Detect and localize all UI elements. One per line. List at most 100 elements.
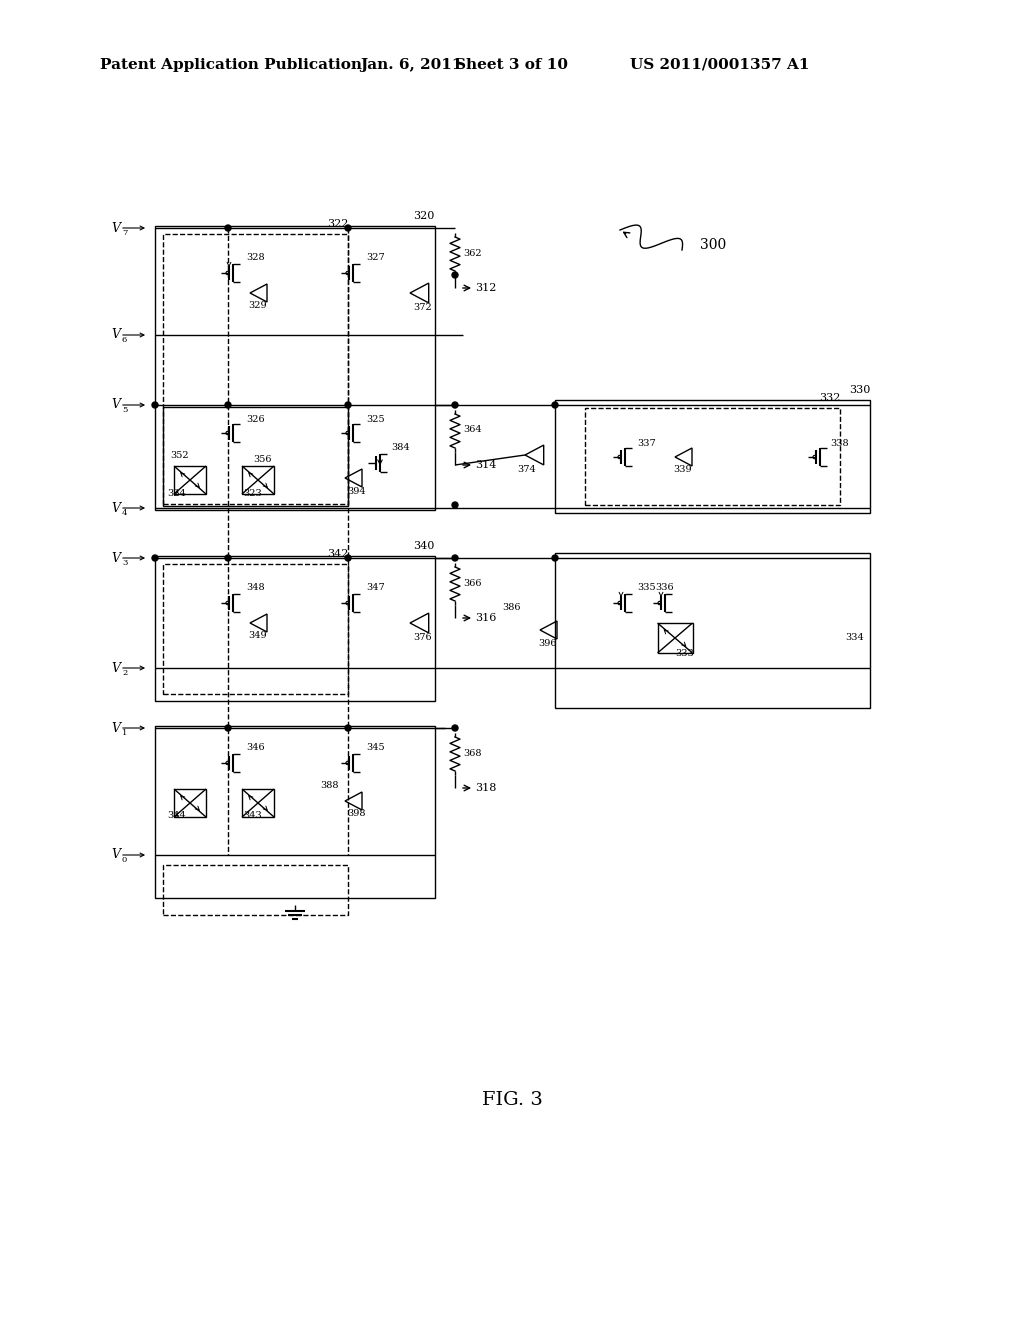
Text: 327: 327 xyxy=(366,253,385,263)
Text: 316: 316 xyxy=(475,612,497,623)
Text: V: V xyxy=(111,849,120,862)
Bar xyxy=(657,623,692,653)
Text: 338: 338 xyxy=(830,438,849,447)
Bar xyxy=(155,226,435,510)
Text: 340: 340 xyxy=(414,541,435,550)
Text: 332: 332 xyxy=(818,393,840,403)
Text: V: V xyxy=(111,502,120,515)
Text: 326: 326 xyxy=(246,416,264,425)
Text: 362: 362 xyxy=(463,248,481,257)
Text: 3: 3 xyxy=(122,558,127,568)
Circle shape xyxy=(225,725,231,731)
Text: V: V xyxy=(111,722,120,734)
Text: 324: 324 xyxy=(167,488,185,498)
Text: 342: 342 xyxy=(327,549,348,558)
Circle shape xyxy=(152,403,158,408)
Text: 398: 398 xyxy=(347,809,366,818)
Bar xyxy=(163,865,348,915)
Text: 349: 349 xyxy=(248,631,266,640)
Circle shape xyxy=(225,224,231,231)
Bar xyxy=(163,407,348,506)
Bar xyxy=(155,556,435,701)
Text: Patent Application Publication: Patent Application Publication xyxy=(100,58,362,73)
Text: 376: 376 xyxy=(413,634,432,643)
Text: 314: 314 xyxy=(475,459,497,470)
Text: 323: 323 xyxy=(243,488,262,498)
Text: 352: 352 xyxy=(170,450,188,459)
Bar xyxy=(163,564,348,694)
Text: FIG. 3: FIG. 3 xyxy=(481,1092,543,1109)
Text: 343: 343 xyxy=(243,812,262,821)
Text: 366: 366 xyxy=(463,578,481,587)
Text: 394: 394 xyxy=(347,487,366,495)
Bar xyxy=(174,466,206,494)
Text: 344: 344 xyxy=(167,812,185,821)
Circle shape xyxy=(225,403,231,408)
Circle shape xyxy=(452,272,458,279)
Bar xyxy=(585,408,840,506)
Text: US 2011/0001357 A1: US 2011/0001357 A1 xyxy=(630,58,810,73)
Text: 347: 347 xyxy=(366,583,385,593)
Text: 396: 396 xyxy=(538,639,556,648)
Circle shape xyxy=(345,725,351,731)
Circle shape xyxy=(152,554,158,561)
Text: 386: 386 xyxy=(502,603,520,612)
Text: V: V xyxy=(111,661,120,675)
Circle shape xyxy=(552,403,558,408)
Text: 2: 2 xyxy=(122,669,127,677)
Text: 335: 335 xyxy=(637,583,655,593)
Text: 5: 5 xyxy=(122,407,127,414)
Bar xyxy=(242,789,274,817)
Text: 339: 339 xyxy=(673,466,691,474)
Text: V: V xyxy=(111,552,120,565)
Circle shape xyxy=(345,554,351,561)
Circle shape xyxy=(452,725,458,731)
Text: 0: 0 xyxy=(122,855,127,865)
Text: V: V xyxy=(111,222,120,235)
Text: 336: 336 xyxy=(655,583,674,593)
Bar xyxy=(555,400,870,513)
Circle shape xyxy=(452,403,458,408)
Text: Jan. 6, 2011: Jan. 6, 2011 xyxy=(360,58,463,73)
Bar xyxy=(155,726,435,898)
Bar xyxy=(242,466,274,494)
Circle shape xyxy=(452,502,458,508)
Text: 374: 374 xyxy=(517,466,536,474)
Text: 329: 329 xyxy=(248,301,266,310)
Text: 372: 372 xyxy=(413,304,432,313)
Circle shape xyxy=(225,554,231,561)
Text: 325: 325 xyxy=(366,416,385,425)
Text: 318: 318 xyxy=(475,783,497,793)
Text: Sheet 3 of 10: Sheet 3 of 10 xyxy=(455,58,568,73)
Text: 1: 1 xyxy=(122,729,127,737)
Text: 6: 6 xyxy=(122,337,127,345)
Circle shape xyxy=(552,554,558,561)
Bar xyxy=(555,553,870,708)
Text: 348: 348 xyxy=(246,583,264,593)
Text: 384: 384 xyxy=(391,444,410,453)
Text: 322: 322 xyxy=(327,219,348,228)
Text: 4: 4 xyxy=(122,510,128,517)
Circle shape xyxy=(345,403,351,408)
Text: 333: 333 xyxy=(675,648,693,657)
Text: 388: 388 xyxy=(319,781,339,791)
Circle shape xyxy=(452,554,458,561)
Bar xyxy=(174,789,206,817)
Bar xyxy=(163,234,348,504)
Text: 334: 334 xyxy=(845,634,864,643)
Text: V: V xyxy=(111,329,120,342)
Text: 300: 300 xyxy=(700,238,726,252)
Text: 368: 368 xyxy=(463,748,481,758)
Text: 330: 330 xyxy=(849,385,870,395)
Text: 328: 328 xyxy=(246,253,264,263)
Text: 7: 7 xyxy=(122,228,127,238)
Text: 356: 356 xyxy=(253,455,271,465)
Text: 320: 320 xyxy=(414,211,435,220)
Text: 346: 346 xyxy=(246,743,264,752)
Text: 364: 364 xyxy=(463,425,481,434)
Text: 345: 345 xyxy=(366,743,385,752)
Circle shape xyxy=(345,224,351,231)
Text: V: V xyxy=(111,399,120,412)
Text: 312: 312 xyxy=(475,282,497,293)
Text: 337: 337 xyxy=(637,438,655,447)
